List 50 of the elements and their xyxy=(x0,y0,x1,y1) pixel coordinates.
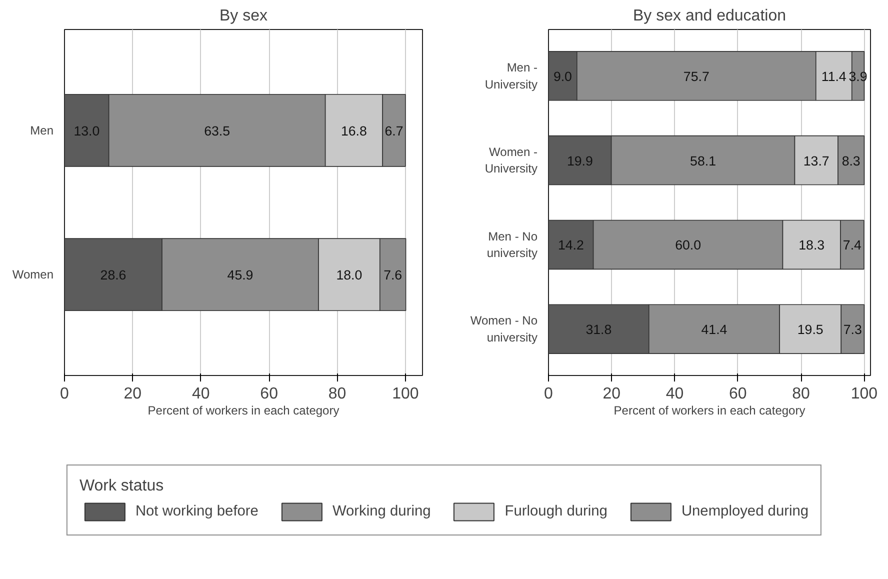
data-label: 13.7 xyxy=(803,153,830,168)
data-label: 41.4 xyxy=(701,322,728,338)
x-tick-label: 40 xyxy=(666,386,684,402)
x-tick-label: 100 xyxy=(850,386,878,402)
x-tick-label: 0 xyxy=(60,386,70,402)
x-tick-label: 20 xyxy=(124,386,142,402)
data-label: 8.3 xyxy=(842,153,860,168)
x-tick-label: 100 xyxy=(392,386,419,402)
data-label: 28.6 xyxy=(100,268,126,283)
x-tick-label: 20 xyxy=(602,386,621,402)
data-label: 6.7 xyxy=(384,123,404,138)
data-label: 9.0 xyxy=(553,68,572,84)
data-label: 63.5 xyxy=(204,123,230,138)
x-tick-label: 80 xyxy=(792,386,810,402)
data-label: 60.0 xyxy=(675,238,702,253)
x-tick-label: 0 xyxy=(544,386,554,402)
data-label: 31.8 xyxy=(586,322,612,338)
x-tick-label: 80 xyxy=(328,386,346,402)
chart-title: By sex xyxy=(219,8,268,24)
x-tick-label: 40 xyxy=(192,386,210,402)
x-tick-label: 60 xyxy=(729,386,747,402)
data-label: 7.3 xyxy=(843,322,862,338)
x-axis-title: Percent of workers in each category xyxy=(614,404,806,418)
y-tick-label: Women - University xyxy=(484,144,538,176)
legend-label: Unemployed during xyxy=(681,503,809,519)
data-label: 75.7 xyxy=(683,68,710,84)
data-label: 19.9 xyxy=(566,153,593,168)
data-label: 18.0 xyxy=(336,268,362,283)
y-tick-label: Men xyxy=(30,123,54,138)
data-label: 19.5 xyxy=(797,322,824,338)
chart-title: By sex and education xyxy=(633,8,786,24)
data-label: 11.4 xyxy=(821,68,847,84)
data-label: 7.6 xyxy=(384,268,402,283)
x-axis-title: Percent of workers in each category xyxy=(148,404,340,418)
y-tick-label: Women xyxy=(12,268,54,282)
y-tick-label: Women - No university xyxy=(470,314,538,344)
y-tick-label: Men - University xyxy=(484,60,538,92)
legend-title: Work status xyxy=(79,477,165,495)
data-label: 13.0 xyxy=(74,123,100,138)
data-label: 45.9 xyxy=(227,268,254,283)
data-label: 7.4 xyxy=(842,238,862,253)
legend-label: Working during xyxy=(332,503,431,519)
legend-label: Not working before xyxy=(135,503,258,519)
legend-label: Furlough during xyxy=(504,503,608,519)
data-label: 58.1 xyxy=(690,153,716,168)
data-label: 18.3 xyxy=(798,238,825,253)
data-label: 14.2 xyxy=(558,238,584,253)
data-label: 16.8 xyxy=(341,123,367,138)
x-tick-label: 60 xyxy=(260,386,278,402)
y-tick-label: Men - No university xyxy=(486,229,538,260)
